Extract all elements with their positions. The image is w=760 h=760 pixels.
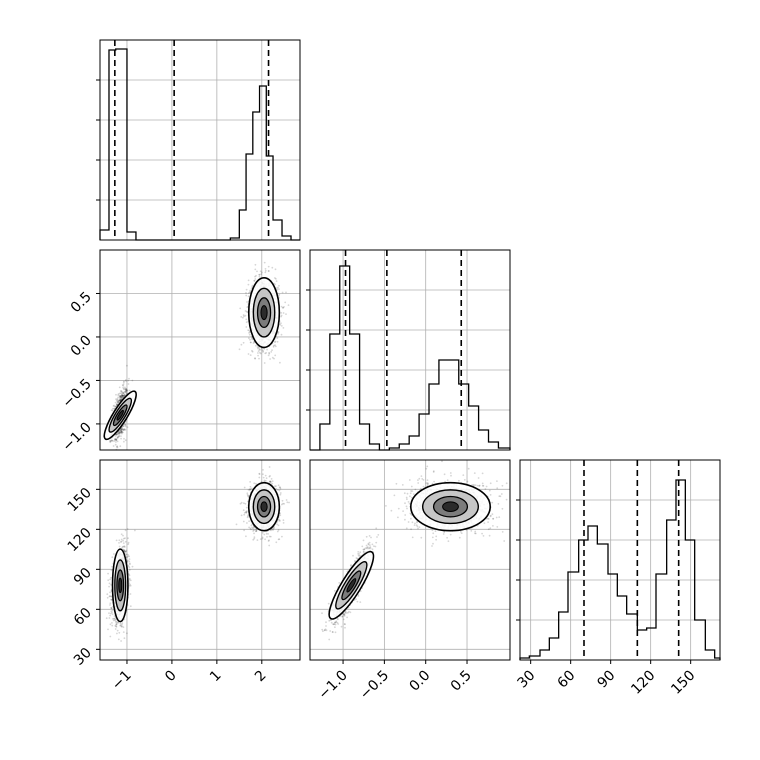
x-tick-label: 120 xyxy=(628,668,658,698)
scatter-panel-param1-vs-param2 xyxy=(99,249,301,451)
hist-panel-param3 xyxy=(516,459,721,661)
scatter-panel-param2-vs-param3 xyxy=(309,459,511,661)
histogram-step xyxy=(519,479,721,660)
x-tick-label: 150 xyxy=(668,668,698,698)
contour-level xyxy=(346,578,357,593)
y-tick-label: 90 xyxy=(71,565,95,589)
y-tick-label: 30 xyxy=(71,645,95,669)
x-tick-label: 1 xyxy=(207,668,225,686)
x-axis-param3-ticks: 30 60 90 120 150 xyxy=(515,660,698,698)
x-tick-label: 0.5 xyxy=(448,668,475,695)
grid-lines xyxy=(100,460,300,660)
x-tick-label: 60 xyxy=(555,668,579,692)
y-tick-label: 60 xyxy=(71,605,95,629)
grid-lines xyxy=(520,460,720,660)
axes-frame xyxy=(99,459,301,661)
y-tick-label: 120 xyxy=(65,525,95,555)
x-axis-param2-ticks: −1.0 −0.5 0.0 0.5 xyxy=(316,660,475,703)
scatter-points xyxy=(321,460,508,641)
y-tick-label: 0.5 xyxy=(68,289,95,316)
axes-frame xyxy=(519,459,721,661)
axes-frame xyxy=(99,249,301,451)
x-tick-label: −1.0 xyxy=(316,668,351,703)
x-axis-param1-ticks: −1 0 1 2 xyxy=(109,660,270,693)
x-tick-label: 90 xyxy=(595,668,619,692)
contour-level xyxy=(118,577,123,594)
y-axis-param3-ticks: 150 120 90 60 30 xyxy=(65,485,100,669)
y-tick-label: 150 xyxy=(65,485,95,515)
contour-level xyxy=(116,409,124,421)
hist-panel-param1 xyxy=(96,39,301,241)
y-tick-label: −1.0 xyxy=(59,419,94,454)
contour-level xyxy=(260,501,268,512)
x-tick-label: 0 xyxy=(162,668,180,686)
grid-lines xyxy=(100,40,300,240)
y-tick-label: 0.0 xyxy=(68,332,95,359)
axes-frame xyxy=(309,249,511,451)
hist-panel-param2 xyxy=(306,249,511,451)
grid-lines xyxy=(310,250,510,450)
axes-frame xyxy=(309,459,511,661)
x-tick-label: 0.0 xyxy=(406,668,433,695)
y-axis-param2-ticks: 0.5 0.0 −0.5 −1.0 xyxy=(59,289,100,455)
x-tick-label: −0.5 xyxy=(357,668,392,703)
scatter-panel-param1-vs-param3 xyxy=(99,459,301,661)
histogram-step xyxy=(310,265,511,451)
x-tick-label: 2 xyxy=(252,668,270,686)
axes-frame xyxy=(99,39,301,241)
y-tick-label: −0.5 xyxy=(59,376,94,411)
histogram-step xyxy=(99,48,300,241)
contour-level xyxy=(442,501,459,512)
contour-level xyxy=(260,305,268,321)
x-tick-label: −1 xyxy=(109,668,135,694)
x-tick-label: 30 xyxy=(515,668,539,692)
